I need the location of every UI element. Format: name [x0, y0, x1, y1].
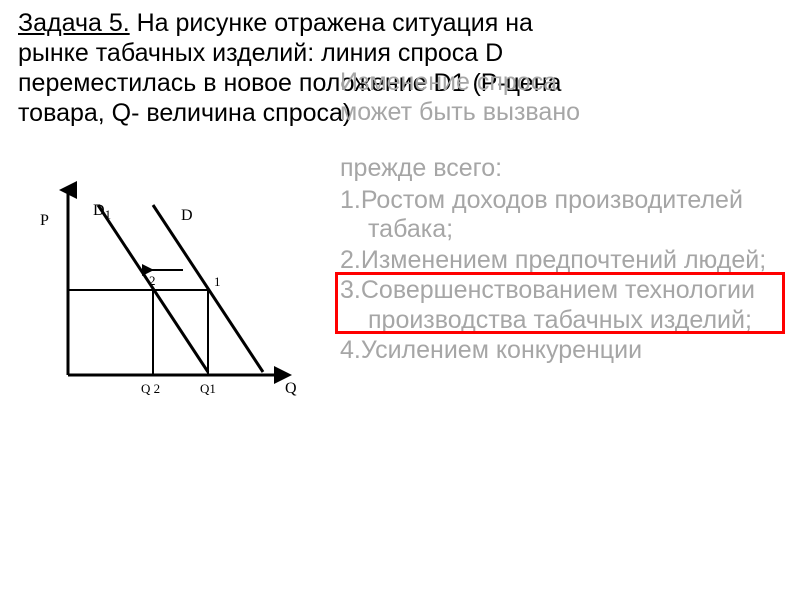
- answer-item-3: 3.Совершенствованием технологии производ…: [340, 276, 790, 335]
- problem-line1: На рисунке отражена ситуация на: [137, 9, 533, 37]
- svg-text:D: D: [181, 207, 193, 224]
- svg-text:2: 2: [149, 273, 156, 288]
- svg-text:Q1: Q1: [200, 381, 216, 396]
- svg-text:1: 1: [214, 274, 221, 289]
- svg-text:Q: Q: [285, 380, 297, 397]
- answer-item-4: 4.Усилением конкуренции: [340, 336, 790, 366]
- answer-item-1: 1.Ростом доходов производителей табака;: [340, 186, 790, 245]
- svg-text:P: P: [40, 212, 49, 229]
- chart-svg: P Q D D1 1 2 Q1 Q 2: [18, 180, 318, 410]
- problem-line2: рынке табачных изделий: линия спроса D: [18, 39, 503, 67]
- demand-chart: P Q D D1 1 2 Q1 Q 2: [18, 180, 318, 415]
- answer-item-2: 2.Изменением предпочтений людей;: [340, 246, 790, 276]
- problem-line4: товара, Q- величина спроса): [18, 99, 351, 127]
- answers-list: 1.Ростом доходов производителей табака; …: [340, 186, 790, 366]
- svg-text:Q 2: Q 2: [141, 381, 160, 396]
- answers-block: прежде всего: 1.Ростом доходов производи…: [340, 94, 790, 367]
- intro-line3: прежде всего:: [340, 154, 790, 184]
- svg-text:D1: D1: [93, 202, 111, 222]
- problem-label: Задача 5.: [18, 9, 130, 37]
- intro-line1: Изменение спроса: [340, 67, 557, 97]
